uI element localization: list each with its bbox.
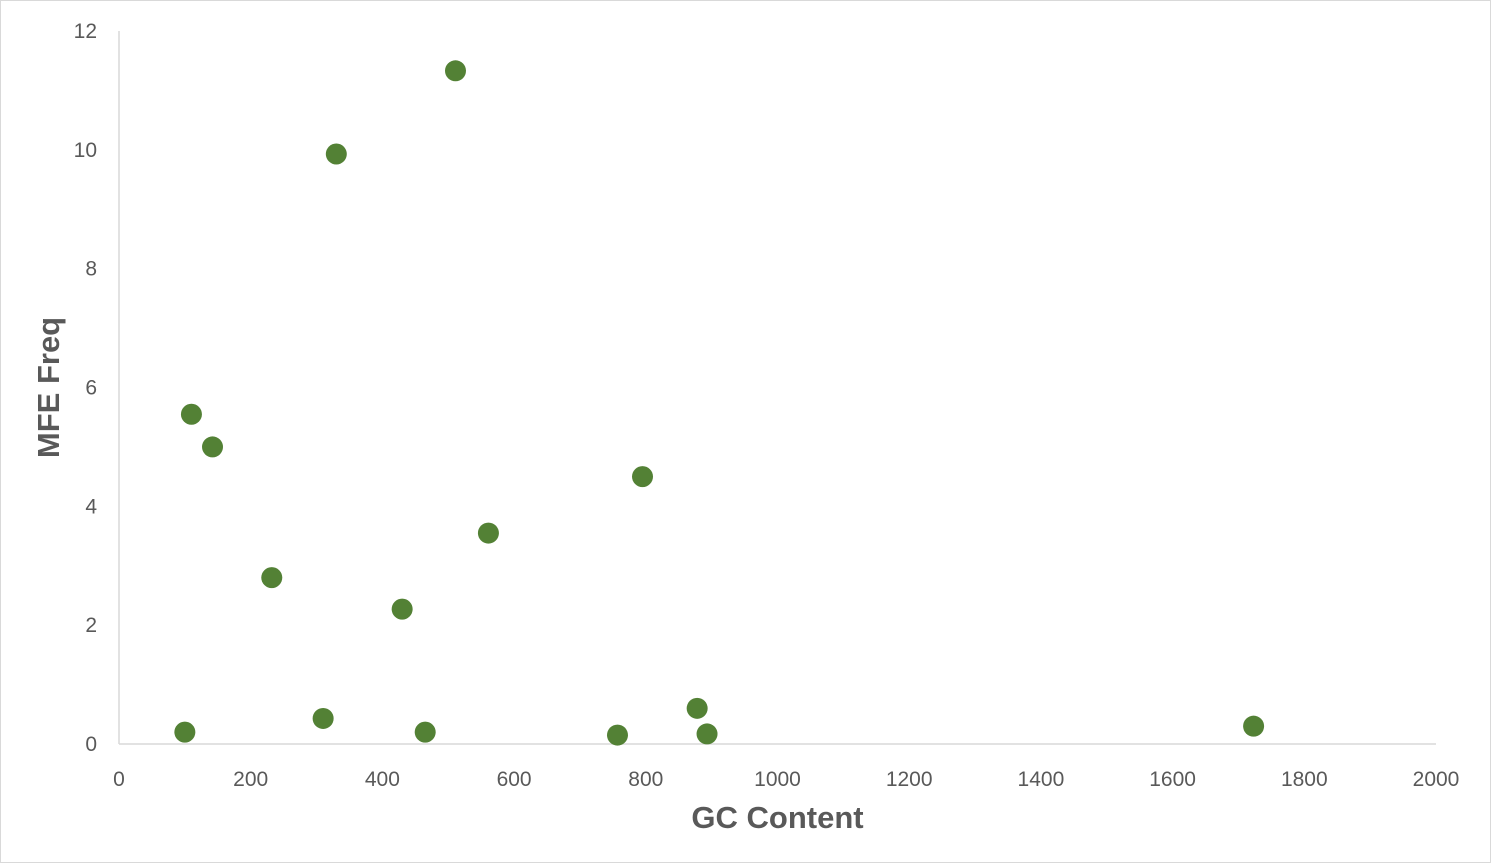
data-point — [1243, 715, 1265, 737]
data-point — [391, 598, 413, 620]
y-tick-label: 10 — [74, 139, 97, 162]
x-tick-label: 200 — [233, 768, 268, 791]
x-tick-label: 1600 — [1149, 768, 1196, 791]
y-tick-label: 4 — [85, 495, 97, 518]
x-tick-label: 0 — [113, 768, 125, 791]
x-tick-label: 400 — [365, 768, 400, 791]
y-tick-label: 12 — [74, 20, 97, 43]
data-point — [312, 707, 334, 729]
y-tick-label: 8 — [85, 258, 97, 281]
data-point — [606, 724, 628, 746]
data-point — [477, 522, 499, 544]
data-point — [180, 403, 202, 425]
data-point — [325, 143, 347, 165]
data-point — [174, 721, 196, 743]
x-tick-label: 2000 — [1413, 768, 1460, 791]
x-tick-label: 1200 — [886, 768, 933, 791]
x-tick-label: 600 — [497, 768, 532, 791]
y-tick-labels: 0 2 4 6 8 10 12 — [74, 20, 98, 756]
data-point — [696, 723, 718, 745]
x-tick-label: 1400 — [1018, 768, 1065, 791]
y-axis-title: MFE Freq — [31, 317, 66, 458]
data-point — [632, 466, 654, 488]
data-point — [414, 721, 436, 743]
y-tick-label: 6 — [85, 377, 97, 400]
data-points — [174, 60, 1265, 746]
data-point — [202, 436, 224, 458]
y-tick-label: 2 — [85, 614, 97, 637]
x-tick-label: 1000 — [754, 768, 801, 791]
x-tick-labels: 0 200 400 600 800 1000 1200 1400 1600 1800 2000 — [113, 768, 1459, 791]
x-tick-label: 1800 — [1281, 768, 1328, 791]
y-tick-label: 0 — [85, 733, 97, 756]
x-axis-title: GC Content — [691, 800, 863, 835]
x-tick-label: 800 — [628, 768, 663, 791]
data-point — [261, 567, 283, 589]
data-point — [444, 60, 466, 82]
data-point — [686, 697, 708, 719]
